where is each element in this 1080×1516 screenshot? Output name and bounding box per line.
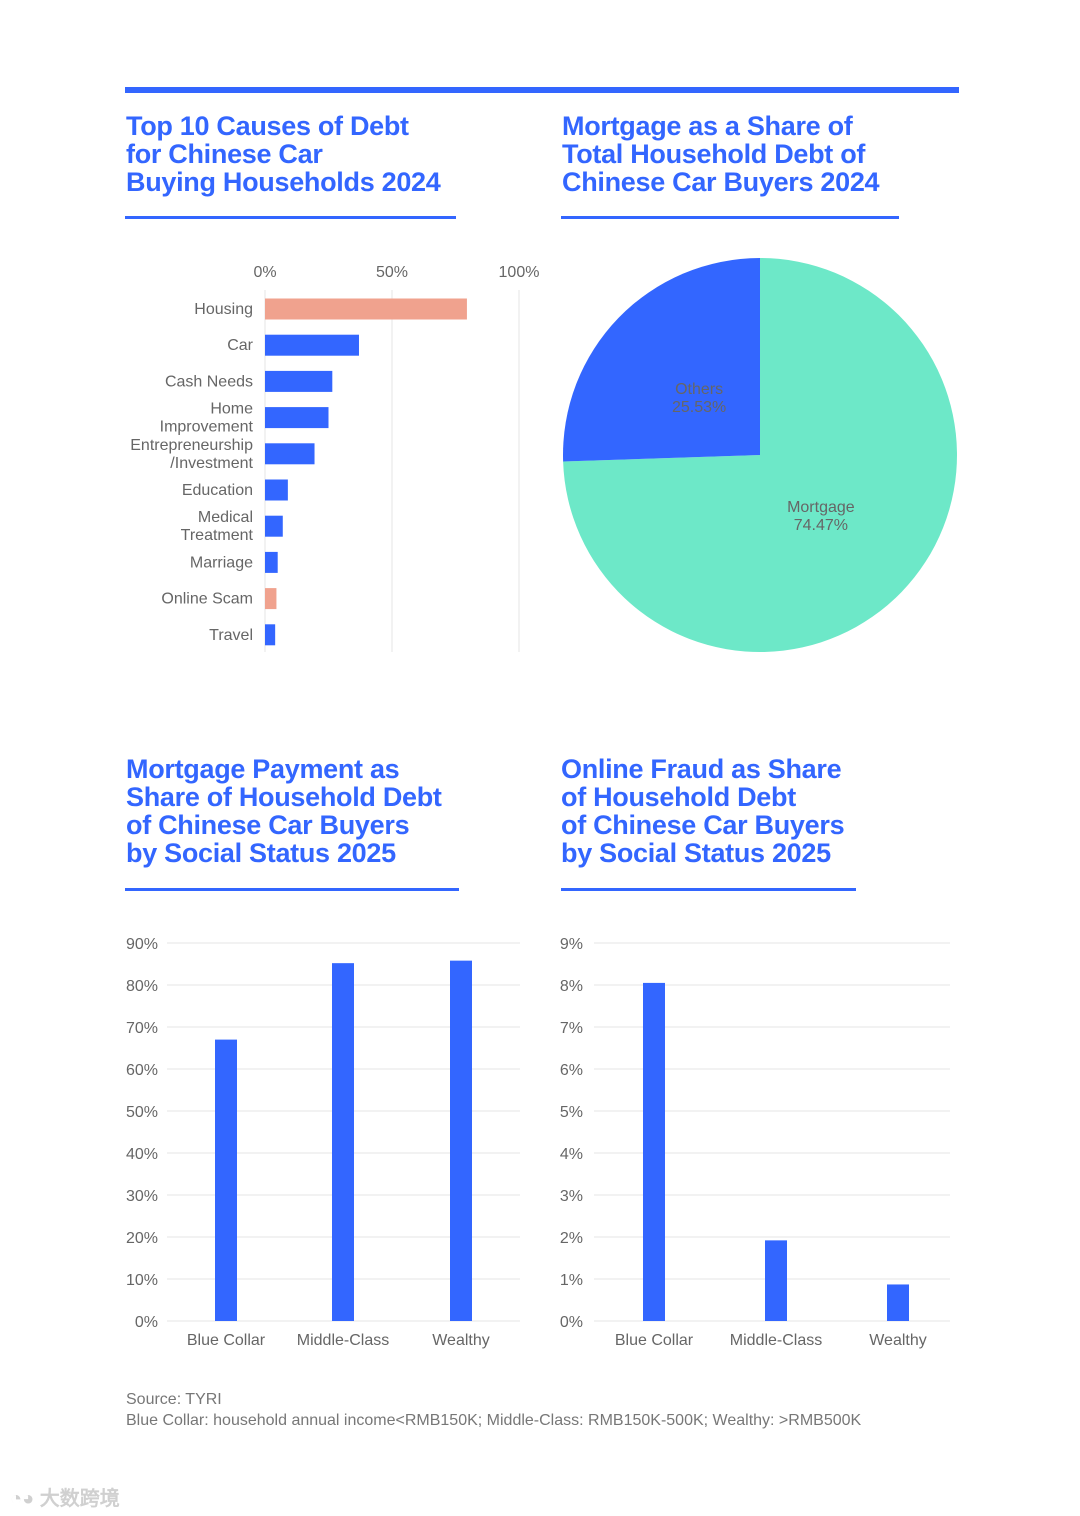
category-label: Treatment <box>181 527 254 544</box>
debt-causes-svg: 0% 50% 100% Housing Car Cash Needs HomeImprove… <box>130 264 540 652</box>
bar <box>265 588 277 610</box>
category-label: Car <box>227 337 253 354</box>
y-tick-label: 30% <box>126 1188 158 1205</box>
bar <box>332 963 354 1321</box>
slice-label: Others <box>675 381 723 398</box>
debt-causes-title-rule <box>125 216 456 219</box>
category-label: Travel <box>209 627 253 644</box>
category-label: Education <box>182 482 253 499</box>
category-label: Home <box>210 401 253 418</box>
y-tick-label: 5% <box>560 1104 583 1121</box>
class-definition-note: Blue Collar: household annual income<RMB… <box>126 1412 862 1429</box>
category-label: Wealthy <box>869 1332 927 1349</box>
category-label: Blue Collar <box>187 1332 266 1349</box>
x-tick-label: 100% <box>499 264 540 281</box>
pie-slice <box>563 258 957 652</box>
category-label: Marriage <box>190 554 253 571</box>
bar <box>765 1240 787 1321</box>
bar <box>265 551 278 573</box>
y-tick-label: 90% <box>126 936 158 953</box>
debt-causes-title: Top 10 Causes of Debt for Chinese Car Bu… <box>126 111 441 197</box>
y-tick-label: 0% <box>135 1314 158 1331</box>
mortgage-share-title: Mortgage as a Share of Total Household D… <box>562 111 880 197</box>
slice-label: Mortgage <box>787 499 855 516</box>
y-tick-label: 6% <box>560 1062 583 1079</box>
pie-slice <box>562 258 760 462</box>
bar <box>265 370 333 392</box>
mortgage-share-title-rule <box>561 216 899 219</box>
slice-value-label: 25.53% <box>672 399 726 416</box>
y-tick-label: 3% <box>560 1188 583 1205</box>
bar <box>265 624 276 646</box>
debt-causes-chart: 0% 50% 100% Housing Car Cash Needs Home Improve… <box>0 0 1080 700</box>
y-tick-label: 8% <box>560 978 583 995</box>
bar <box>450 960 472 1321</box>
mortgage-status-svg: 0% 10% 20% 30% 40% 50% 60% 70% 80% 90% Blue Collar… <box>126 936 520 1349</box>
y-tick-label: 9% <box>560 936 583 953</box>
bar <box>215 1039 237 1321</box>
slice-value-label: 74.47% <box>794 517 848 534</box>
category-label: Improvement <box>160 419 254 436</box>
y-tick-label: 0% <box>560 1314 583 1331</box>
y-tick-label: 50% <box>126 1104 158 1121</box>
x-tick-label: 50% <box>376 264 408 281</box>
category-label: Blue Collar <box>615 1332 694 1349</box>
category-label: Middle-Class <box>297 1332 389 1349</box>
bar <box>265 443 315 465</box>
bar <box>265 407 329 429</box>
footer: Source: TYRI Blue Collar: household annu… <box>126 1389 861 1431</box>
y-tick-label: 10% <box>126 1272 158 1289</box>
category-label: Cash Needs <box>165 373 253 390</box>
watermark-icon: ◔◕ <box>10 1488 35 1510</box>
mortgage-status-title-rule <box>125 888 459 891</box>
watermark-text: 大数跨境 <box>39 1488 120 1510</box>
category-label: Wealthy <box>432 1332 490 1349</box>
y-tick-label: 4% <box>560 1146 583 1163</box>
x-tick-label: 0% <box>253 264 276 281</box>
category-label: Medical <box>198 509 253 526</box>
category-label: Online Scam <box>161 591 253 608</box>
y-tick-label: 40% <box>126 1146 158 1163</box>
bar <box>643 982 665 1321</box>
top-accent-rule <box>125 87 959 93</box>
bar <box>265 479 288 501</box>
y-tick-label: 70% <box>126 1020 158 1037</box>
fraud-status-title-rule <box>561 888 856 891</box>
bar <box>265 515 283 537</box>
category-label: Housing <box>194 301 253 318</box>
watermark-logo: ◔◕ 大数跨境 <box>10 1482 120 1511</box>
category-label: Middle-Class <box>730 1332 822 1349</box>
mortgage-status-title: Mortgage Payment as Share of Household D… <box>126 754 442 868</box>
bar <box>265 334 359 356</box>
y-tick-label: 2% <box>560 1230 583 1247</box>
source-note: Source: TYRI <box>126 1391 222 1408</box>
bar <box>887 1284 909 1321</box>
y-tick-label: 80% <box>126 978 158 995</box>
bar <box>265 298 467 320</box>
y-tick-label: 20% <box>126 1230 158 1247</box>
y-tick-label: 7% <box>560 1020 583 1037</box>
fraud-status-title: Online Fraud as Share of Household Debt … <box>561 754 845 868</box>
y-tick-label: 1% <box>560 1272 583 1289</box>
fraud-status-svg: 0% 1% 2% 3% 4% 5% 6% 7% 8% 9% Blue Collar Middle-Cl… <box>560 936 950 1349</box>
category-label: /Investment <box>170 455 253 472</box>
y-tick-label: 60% <box>126 1062 158 1079</box>
category-label: Entrepreneurship <box>130 437 253 454</box>
